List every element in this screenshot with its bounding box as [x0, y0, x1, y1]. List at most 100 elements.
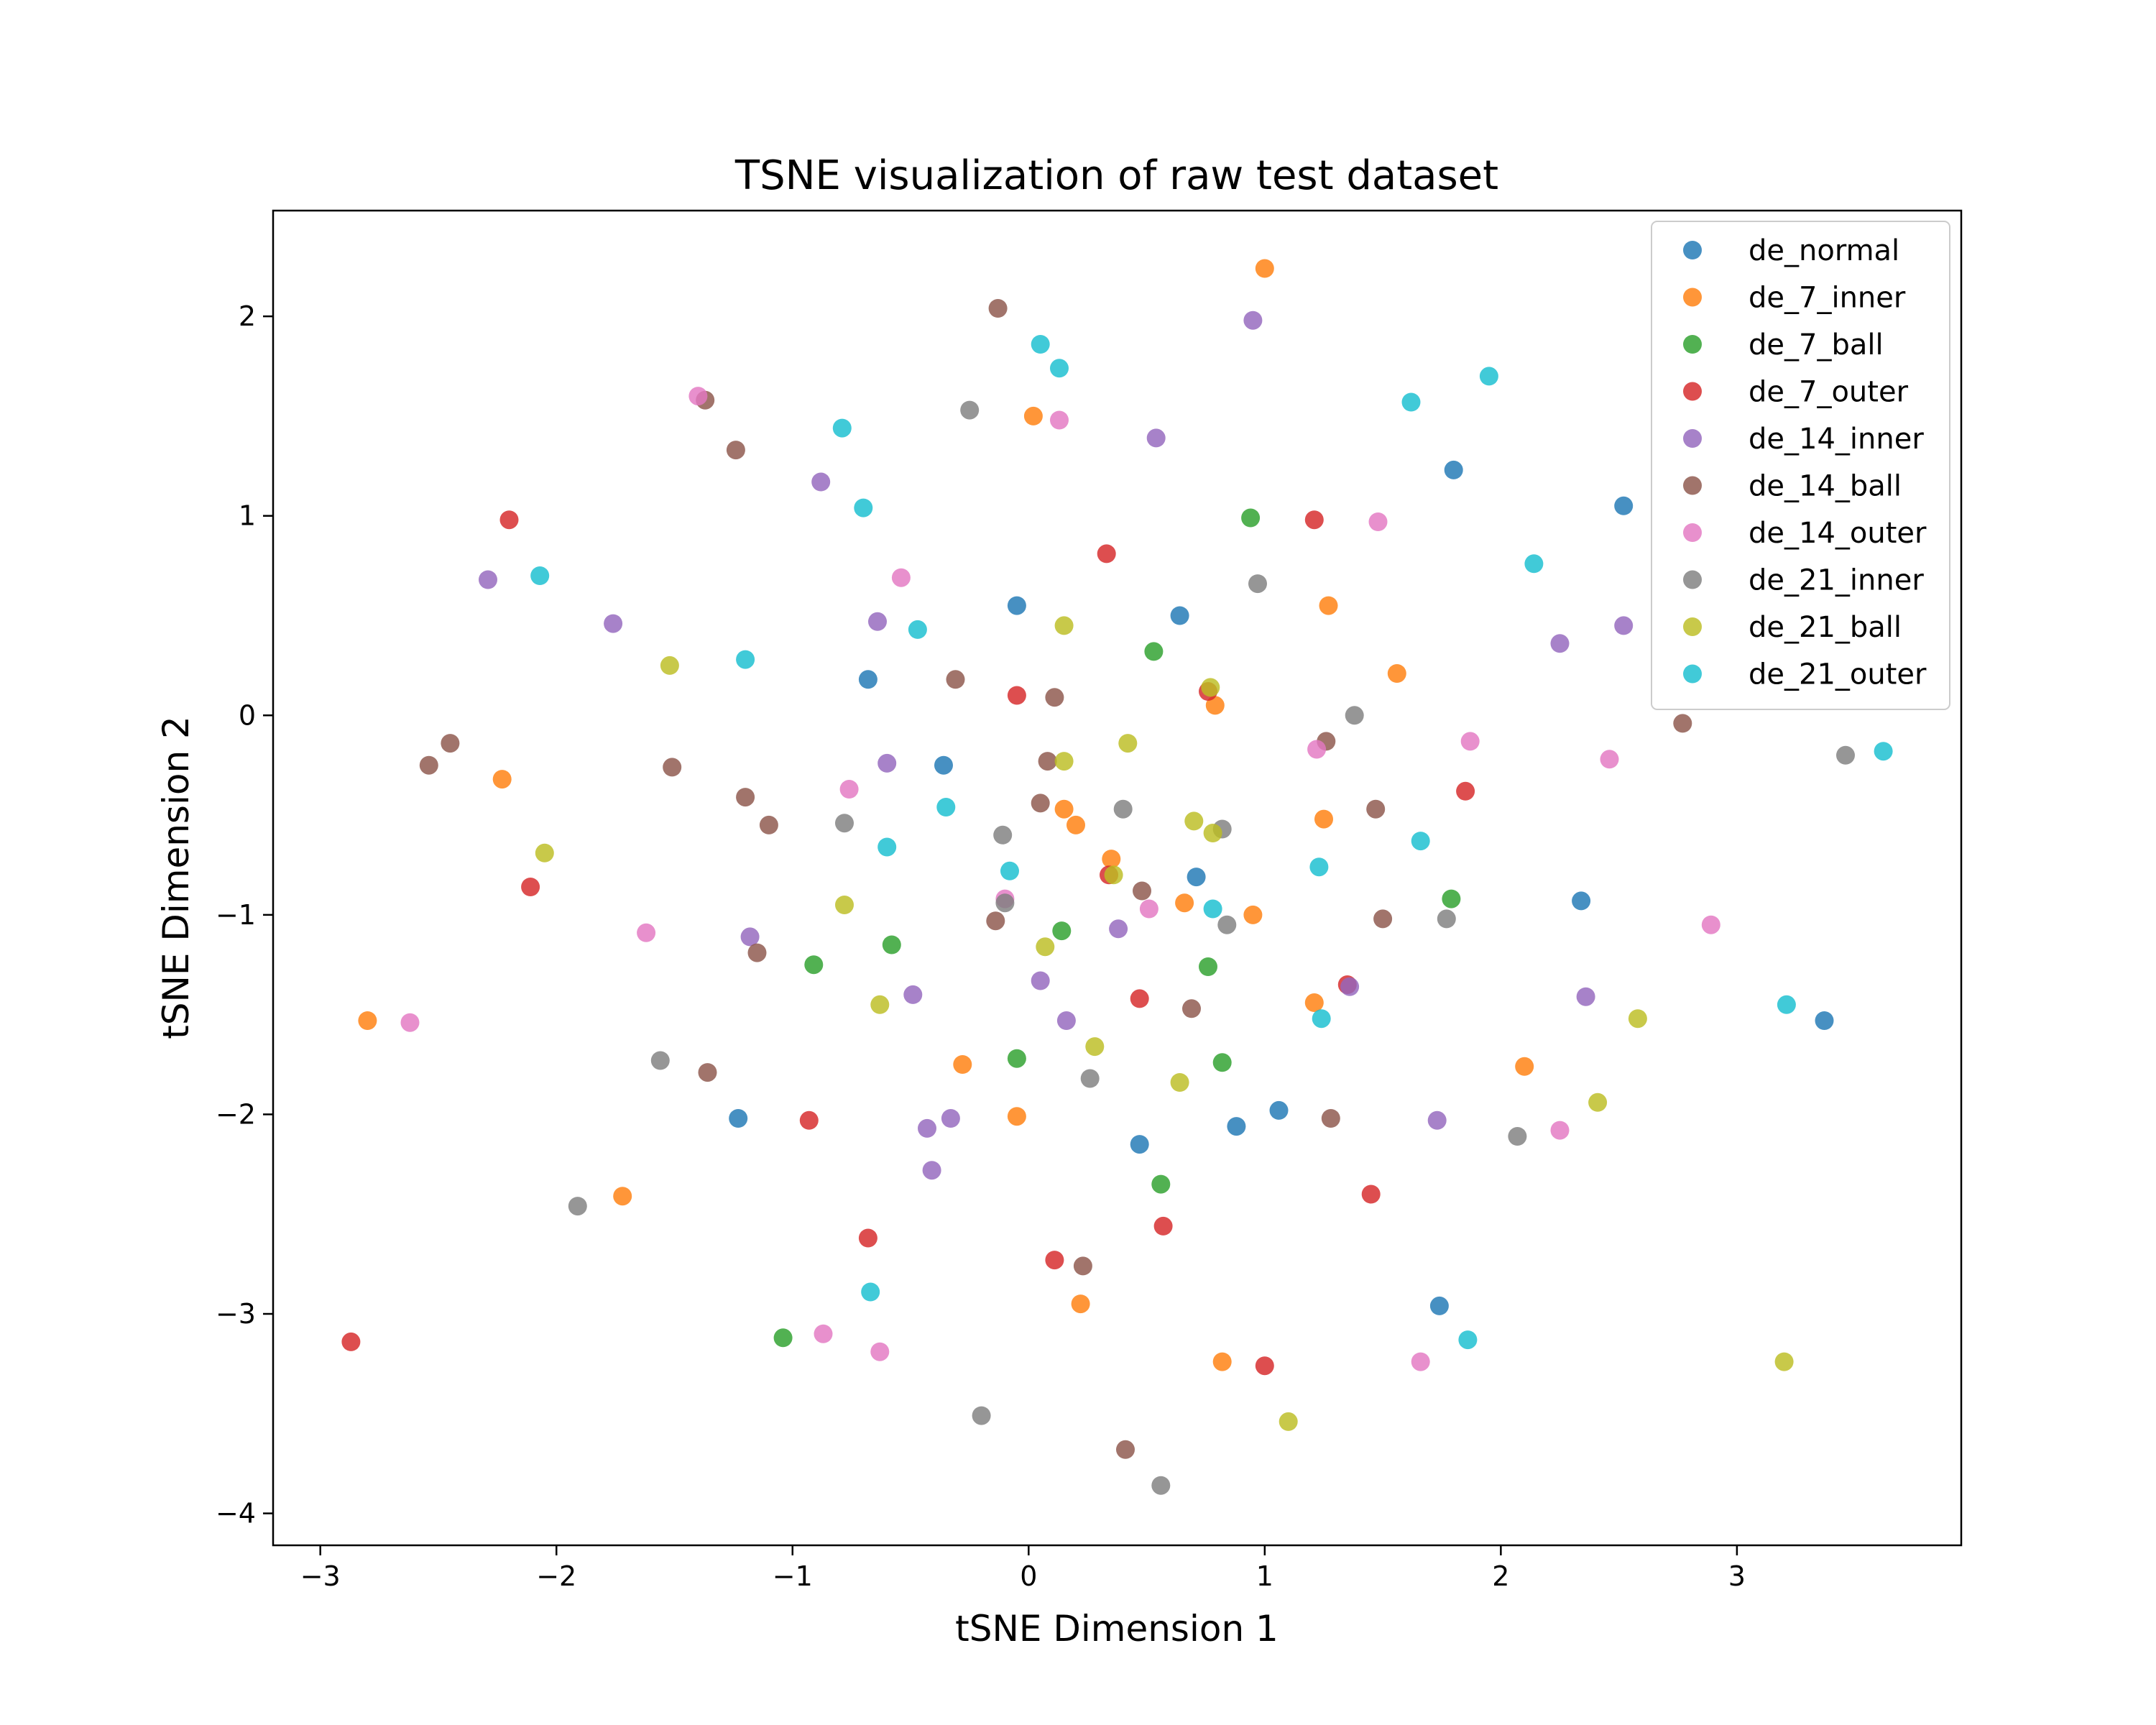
point-de_7_inner-5: [492, 770, 512, 789]
point-de_7_ball-8: [1212, 1053, 1232, 1072]
scatter-points: [341, 259, 1893, 1495]
point-de_21_ball-13: [1170, 1073, 1189, 1092]
point-de_14_ball-22: [1073, 1256, 1092, 1276]
point-de_14_ball-21: [1321, 1109, 1340, 1128]
point-de_7_ball-4: [882, 935, 901, 954]
point-de_14_inner-2: [811, 472, 831, 492]
point-de_14_outer-9: [1139, 899, 1158, 919]
point-de_21_inner-10: [1437, 909, 1456, 929]
point-de_21_outer-12: [877, 837, 897, 857]
point-de_21_outer-0: [1031, 335, 1050, 354]
point-de_normal-6: [1187, 868, 1206, 887]
point-de_21_outer-10: [1874, 742, 1893, 761]
point-de_14_ball-11: [736, 788, 755, 807]
legend-label-de_21_inner: de_21_inner: [1749, 564, 1924, 597]
point-de_7_ball-6: [1199, 957, 1217, 976]
point-de_14_inner-12: [903, 985, 923, 1004]
point-de_14_inner-17: [941, 1109, 960, 1128]
legend-marker-de_7_ball: [1683, 335, 1702, 354]
point-de_7_outer-3: [1007, 686, 1026, 705]
point-de_7_inner-17: [613, 1187, 632, 1206]
point-de_14_outer-6: [1600, 750, 1619, 769]
point-de_21_inner-1: [1248, 574, 1267, 594]
point-de_14_outer-10: [637, 923, 656, 942]
y-tick-label: −2: [216, 1098, 256, 1130]
point-de_7_ball-3: [804, 955, 824, 975]
point-de_21_inner-15: [972, 1406, 991, 1425]
y-tick-label: 2: [239, 300, 256, 332]
point-de_14_outer-5: [1460, 732, 1480, 751]
x-axis-ticks: −3 −2 −1 0 1 2 3: [300, 1545, 1746, 1592]
point-de_14_inner-6: [1550, 634, 1570, 653]
point-de_7_ball-10: [773, 1328, 793, 1348]
legend-marker-de_21_outer: [1683, 664, 1702, 684]
legend-label-de_7_inner: de_7_inner: [1749, 282, 1906, 315]
x-tick-label: 3: [1728, 1560, 1746, 1592]
legend-label-de_7_ball: de_7_ball: [1749, 328, 1884, 362]
point-de_normal-10: [1130, 1135, 1149, 1154]
point-de_7_inner-2: [1319, 596, 1338, 615]
point-de_21_outer-4: [1401, 392, 1421, 412]
x-tick-label: 1: [1256, 1560, 1273, 1592]
point-de_21_outer-9: [908, 620, 927, 639]
point-de_21_ball-0: [660, 656, 679, 675]
point-de_14_ball-18: [747, 943, 767, 962]
legend-marker-de_21_inner: [1683, 570, 1702, 589]
point-de_14_ball-19: [1182, 999, 1201, 1018]
legend-label-de_7_outer: de_7_outer: [1749, 376, 1909, 409]
point-de_21_outer-3: [854, 498, 873, 518]
y-axis-label: tSNE Dimension 2: [155, 716, 197, 1039]
legend-box: [1651, 221, 1950, 710]
point-de_14_outer-13: [1550, 1121, 1570, 1140]
point-de_21_outer-14: [1000, 861, 1019, 880]
x-tick-label: 0: [1020, 1560, 1037, 1592]
legend-marker-de_21_ball: [1683, 617, 1702, 636]
point-de_normal-2: [934, 755, 953, 775]
point-de_21_inner-2: [1345, 706, 1364, 725]
point-de_7_outer-15: [341, 1332, 361, 1351]
point-de_7_outer-14: [1153, 1216, 1173, 1236]
x-tick-label: −3: [300, 1560, 341, 1592]
point-de_14_inner-8: [877, 753, 897, 773]
point-de_21_ball-7: [535, 843, 554, 862]
point-de_14_outer-12: [400, 1013, 420, 1032]
y-tick-label: −3: [216, 1298, 256, 1330]
legend-marker-de_7_outer: [1683, 382, 1702, 401]
point-de_7_inner-15: [1515, 1057, 1534, 1076]
point-de_14_outer-4: [1307, 740, 1327, 759]
point-de_7_outer-16: [1255, 1356, 1274, 1376]
point-de_7_inner-4: [1205, 696, 1225, 715]
legend-marker-de_14_ball: [1683, 476, 1702, 495]
point-de_7_ball-9: [1151, 1174, 1171, 1194]
point-de_21_ball-2: [1054, 752, 1074, 771]
legend-label-de_21_outer: de_21_outer: [1749, 658, 1927, 691]
point-de_14_outer-14: [814, 1324, 833, 1343]
point-de_14_ball-23: [1116, 1440, 1135, 1459]
point-de_21_inner-4: [835, 814, 854, 833]
point-de_14_outer-16: [1411, 1352, 1430, 1371]
point-de_21_outer-6: [530, 566, 550, 585]
point-de_7_inner-19: [1212, 1352, 1232, 1371]
legend-marker-de_normal: [1683, 241, 1702, 259]
point-de_21_outer-13: [1411, 832, 1430, 851]
point-de_normal-3: [1170, 606, 1189, 625]
point-de_14_outer-3: [1368, 512, 1388, 531]
point-de_21_ball-17: [1279, 1412, 1298, 1431]
point-de_7_outer-11: [1361, 1184, 1381, 1204]
point-de_7_inner-7: [1067, 815, 1085, 834]
point-de_7_inner-9: [1175, 893, 1194, 913]
point-de_14_inner-16: [918, 1118, 936, 1138]
point-de_7_inner-0: [1255, 259, 1274, 278]
point-de_7_inner-13: [358, 1011, 377, 1030]
point-de_21_outer-8: [736, 650, 755, 669]
point-de_7_ball-5: [1052, 921, 1072, 941]
point-de_14_ball-3: [946, 670, 965, 689]
point-de_21_ball-10: [1036, 937, 1055, 957]
point-de_normal-0: [1007, 596, 1026, 615]
point-de_14_inner-15: [1576, 987, 1595, 1006]
point-de_21_outer-5: [1479, 367, 1498, 386]
legend-marker-de_7_inner: [1683, 288, 1702, 307]
point-de_21_ball-14: [1628, 1009, 1647, 1029]
point-de_21_ball-12: [1085, 1037, 1105, 1057]
point-de_14_ball-16: [986, 911, 1005, 931]
